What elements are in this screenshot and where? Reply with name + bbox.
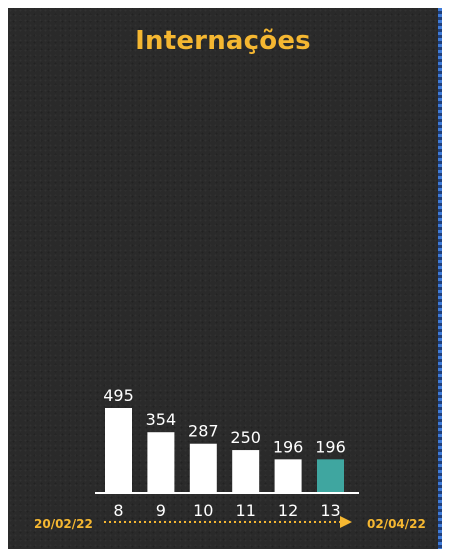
bar-13 <box>317 459 344 493</box>
category-label-13: 13 <box>320 501 340 520</box>
timeline-end-date: 02/04/22 <box>367 517 426 531</box>
bar-8 <box>105 408 132 493</box>
timeline-start-date: 20/02/22 <box>34 517 93 531</box>
value-label-10: 287 <box>188 422 219 441</box>
bar-12 <box>274 459 302 493</box>
category-label-8: 8 <box>113 501 123 520</box>
panel-right-edge <box>438 8 442 549</box>
bar-10 <box>189 443 217 493</box>
chart-panel <box>8 8 438 549</box>
bar-11 <box>232 450 260 493</box>
value-label-12: 196 <box>273 437 304 456</box>
category-label-12: 12 <box>278 501 298 520</box>
chart-title: Internações <box>135 26 311 56</box>
category-label-10: 10 <box>193 501 213 520</box>
value-label-9: 354 <box>146 410 177 429</box>
timeline-arrowhead-icon <box>340 516 352 528</box>
category-label-11: 11 <box>236 501 256 520</box>
timeline-arrow <box>104 516 352 528</box>
category-label-9: 9 <box>156 501 166 520</box>
value-label-8: 495 <box>103 386 134 405</box>
value-label-11: 250 <box>230 428 261 447</box>
value-label-13: 196 <box>315 437 346 456</box>
bar-9 <box>147 432 175 493</box>
bars-group: 495 8 354 9 287 10 250 11 196 12 196 13 <box>103 386 346 520</box>
